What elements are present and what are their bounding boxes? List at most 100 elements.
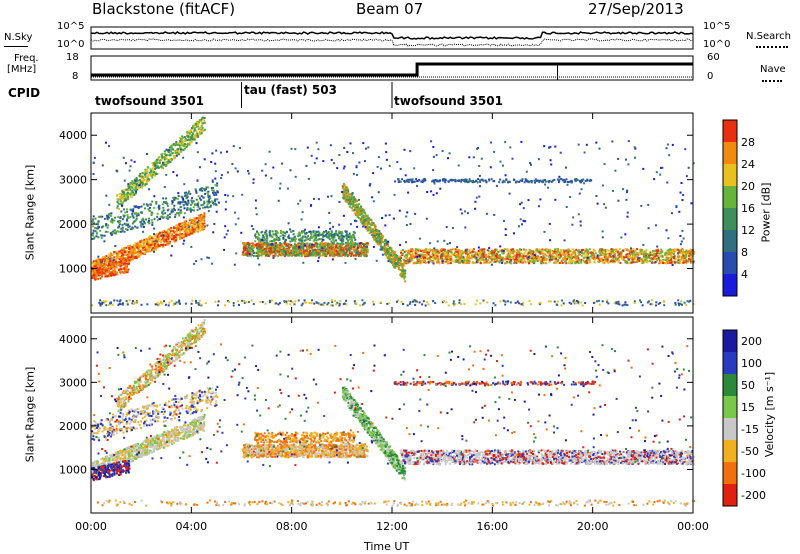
power-pixel [133, 248, 136, 251]
power-pixel [145, 172, 148, 175]
power-pixel [151, 200, 154, 203]
power-pixel [307, 254, 310, 257]
power-pixel [200, 128, 203, 131]
power-pixel [122, 252, 125, 255]
power-pixel [366, 248, 369, 251]
power-pixel [425, 255, 428, 258]
power-pixel [201, 187, 204, 190]
power-pixel [561, 262, 564, 264]
power-pixel [354, 208, 357, 211]
power-pixel [606, 258, 609, 261]
power-pixel [179, 142, 182, 145]
power-pixel [303, 230, 306, 233]
power-pixel [396, 263, 399, 266]
power-pixel [684, 252, 687, 255]
power-pixel [165, 238, 168, 241]
power-pixel [180, 138, 182, 141]
power-pixel [411, 259, 414, 262]
power-pixel [304, 255, 307, 258]
power-pixel [116, 264, 119, 267]
power-pixel [177, 142, 180, 145]
power-pixel [169, 160, 172, 163]
power-pixel [107, 265, 110, 268]
power-pixel [681, 250, 684, 253]
power-pixel [117, 230, 120, 233]
power-pixel [327, 237, 330, 240]
power-pixel [321, 233, 324, 236]
power-pixel [170, 234, 173, 237]
power-pixel [604, 250, 607, 253]
power-pixel [147, 248, 150, 251]
power-pixel [421, 254, 424, 257]
power-pixel [129, 244, 132, 247]
power-pixel [305, 249, 308, 252]
power-pixel [171, 233, 174, 236]
power-pixel [244, 247, 247, 250]
power-pixel [390, 254, 392, 256]
power-pixel [124, 195, 127, 198]
power-pixel [127, 185, 130, 188]
freq-tick-bottom: 8 [72, 71, 79, 82]
power-pixel [146, 170, 149, 173]
power-pixel [566, 258, 568, 261]
power-pixel [280, 242, 283, 245]
power-pixel [307, 235, 310, 238]
power-pixel [465, 255, 468, 258]
power-pixel [201, 116, 204, 119]
power-pixel [402, 268, 404, 271]
power-pixel [283, 252, 285, 255]
power-pixel [158, 161, 161, 164]
power-pixel [261, 252, 263, 255]
power-pixel [363, 255, 366, 257]
power-pixel [151, 162, 154, 164]
power-pixel [161, 153, 164, 156]
power-pixel [316, 252, 319, 255]
power-pixel [280, 250, 283, 253]
power-pixel [352, 205, 355, 208]
power-pixel [125, 188, 128, 191]
power-pixel [134, 225, 137, 228]
power-pixel [312, 230, 315, 233]
power-pixel [136, 206, 139, 208]
power-pixel [314, 253, 317, 256]
power-pixel [171, 238, 173, 241]
power-pixel [423, 258, 426, 261]
power-pixel [154, 243, 156, 245]
power-pixel [259, 249, 262, 252]
power-pixel [206, 193, 209, 196]
power-pixel [554, 256, 557, 259]
power-pixel [501, 259, 504, 262]
power-pixel [457, 259, 460, 262]
power-pixel [165, 197, 168, 200]
power-pixel [416, 248, 419, 251]
power-pixel [169, 230, 172, 233]
power-pixel [373, 231, 376, 234]
power-pixel [304, 254, 306, 257]
power-pixel [171, 229, 174, 232]
power-pixel [625, 256, 628, 258]
power-pixel [353, 250, 356, 253]
power-pixel [172, 238, 175, 241]
noise-lines [90, 31, 694, 47]
power-pixel [246, 254, 249, 257]
power-pixel [311, 235, 313, 238]
power-pixel [164, 153, 166, 156]
power-pixel [147, 177, 150, 180]
power-pixel [184, 232, 187, 235]
power-pixel [447, 261, 449, 264]
power-pixel [380, 236, 382, 239]
power-pixel [163, 230, 166, 233]
power-pixel [255, 254, 258, 257]
power-pixel [395, 254, 398, 257]
power-pixel [318, 255, 321, 258]
power-pixel [160, 164, 163, 167]
power-pixel [92, 218, 95, 221]
power-pixel [121, 189, 124, 192]
power-pixel [315, 250, 318, 253]
power-pixel [692, 250, 695, 253]
power-pixel [191, 228, 194, 231]
power-pixel [144, 240, 147, 243]
power-pixel [315, 235, 318, 238]
power-pixel [333, 236, 336, 239]
power-pixel [138, 251, 140, 254]
